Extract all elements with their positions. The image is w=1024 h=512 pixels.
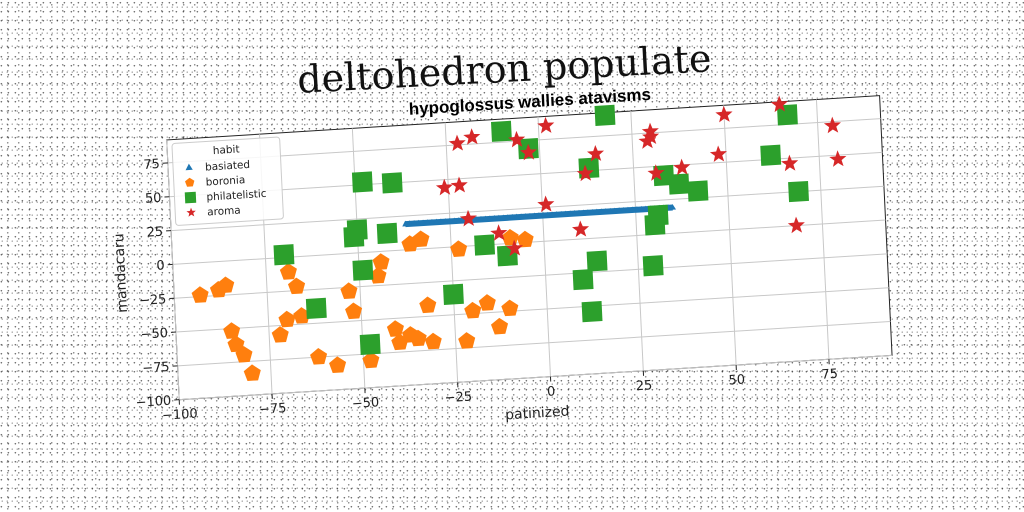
x-tick-label: −25 bbox=[444, 389, 472, 406]
philatelistic-point bbox=[306, 298, 327, 319]
philatelistic-point bbox=[688, 180, 709, 201]
philatelistic-point bbox=[474, 234, 495, 255]
legend: habitbasiatedboroniaphilatelisticaroma bbox=[172, 137, 284, 226]
philatelistic-point bbox=[587, 250, 608, 271]
philatelistic-point bbox=[573, 269, 594, 290]
x-tick-label: 25 bbox=[635, 378, 652, 394]
philatelistic-point bbox=[648, 205, 669, 226]
x-tick-label: 50 bbox=[728, 373, 745, 389]
philatelistic-point bbox=[643, 255, 664, 276]
philatelistic-point bbox=[382, 172, 403, 193]
philatelistic-point bbox=[788, 181, 809, 202]
y-tick-label: −25 bbox=[139, 292, 167, 309]
philatelistic-point bbox=[491, 121, 512, 142]
philatelistic-point bbox=[347, 219, 368, 240]
y-tick-label: −75 bbox=[142, 360, 170, 377]
philatelistic-point bbox=[274, 244, 295, 265]
x-tick-label: −100 bbox=[162, 407, 198, 424]
x-tick-label: −50 bbox=[352, 395, 380, 412]
philatelistic-point bbox=[669, 173, 690, 194]
y-tick-label: 50 bbox=[145, 191, 162, 207]
philatelistic-point bbox=[443, 284, 464, 305]
philatelistic-point bbox=[352, 171, 373, 192]
figure: hypoglossus wallies atavisms −100 −75 −50−… bbox=[106, 71, 894, 448]
x-tick-label: 75 bbox=[821, 367, 838, 383]
y-tick-label: −50 bbox=[140, 326, 168, 343]
plot-area bbox=[166, 88, 892, 399]
philatelistic-point bbox=[760, 145, 781, 166]
y-axis-label: mandacaru bbox=[111, 233, 131, 313]
philatelistic-point bbox=[352, 260, 373, 281]
philatelistic-point bbox=[377, 223, 398, 244]
x-axis-label: patinized bbox=[505, 403, 570, 423]
legend-label-aroma: aroma bbox=[207, 204, 241, 218]
legend-title: habit bbox=[213, 143, 240, 157]
x-tick-label: 0 bbox=[547, 384, 556, 400]
philatelistic-point bbox=[360, 334, 381, 355]
y-tick-label: 0 bbox=[156, 258, 165, 274]
legend-label-boronia: boronia bbox=[205, 174, 245, 188]
x-tick-label: −75 bbox=[259, 401, 287, 418]
y-tick-label: 25 bbox=[146, 225, 163, 241]
philatelistic-point bbox=[595, 105, 616, 126]
y-tick-label: −100 bbox=[135, 394, 171, 411]
y-tick-label: 75 bbox=[143, 157, 160, 173]
legend-marker-philatelistic bbox=[185, 192, 196, 204]
philatelistic-point bbox=[582, 301, 603, 322]
